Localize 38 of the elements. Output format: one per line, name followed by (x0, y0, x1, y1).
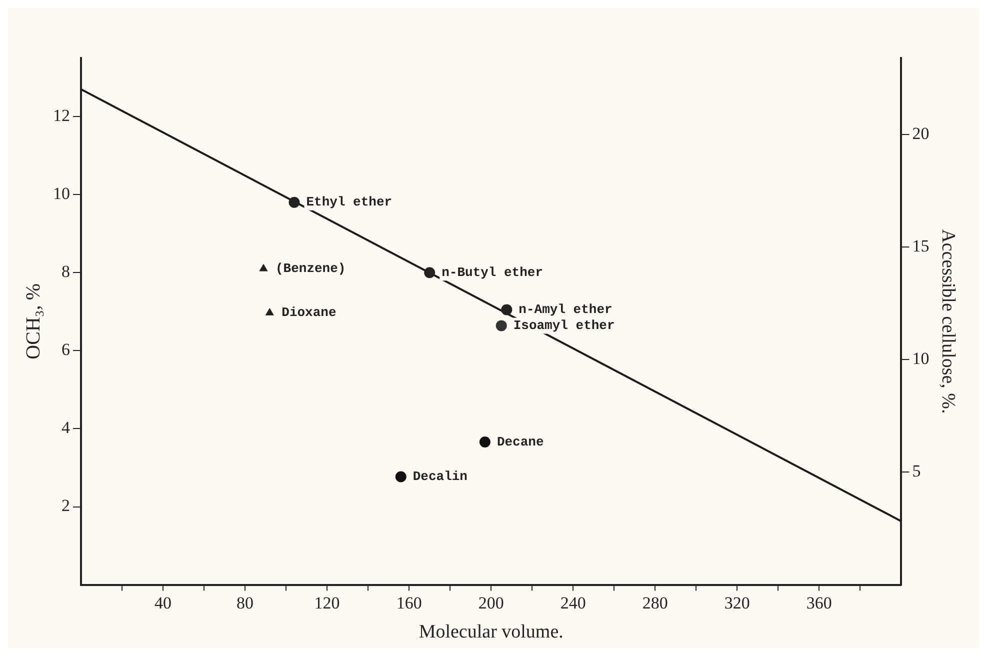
y-tick-label: 2 (62, 496, 70, 516)
series-label: n-Amyl ether (518, 302, 612, 317)
point (266, 308, 274, 316)
y-axis-title: OCH₃, % (22, 283, 44, 360)
y2-tick-label: 20 (912, 124, 930, 144)
point (424, 267, 436, 278)
series-label: Isoamyl ether (513, 318, 615, 333)
series-label: Dioxane (282, 305, 336, 320)
y2-tick-label: 15 (912, 236, 930, 256)
y-tick-label: 12 (53, 106, 70, 125)
x-tick-label: 200 (478, 593, 504, 612)
y-tick-label: 6 (62, 340, 70, 360)
y-tick-label: 10 (53, 184, 70, 204)
y2-tick-label: 10 (912, 349, 930, 368)
series-label: (Benzene) (275, 261, 346, 276)
series-label: Ethyl ether (306, 194, 392, 210)
series-label: Decane (496, 434, 544, 450)
x-tick-label: 160 (396, 593, 422, 612)
y-tick-label: 8 (62, 262, 70, 282)
point (479, 436, 490, 448)
x-tick-label: 40 (154, 593, 172, 612)
y2-tick-label: 5 (912, 462, 921, 481)
y-tick-label: 4 (62, 418, 70, 438)
x-tick-label: 120 (314, 593, 340, 612)
x-tick-label: 320 (724, 593, 750, 612)
point (496, 320, 507, 332)
x-tick-label: 280 (642, 593, 668, 612)
x-axis-title: Molecular volume. (418, 622, 564, 643)
x-tick-label: 80 (236, 593, 254, 612)
point (395, 471, 406, 482)
point (260, 264, 268, 272)
series-label: n-Butyl ether (442, 264, 544, 280)
series-label: Decalin (412, 468, 468, 484)
x-tick-label: 360 (806, 593, 832, 612)
x-tick-label: 240 (560, 593, 586, 612)
y2-axis-title: Accessible cellulose, %. (938, 229, 959, 414)
point (288, 196, 300, 208)
point (501, 304, 512, 316)
